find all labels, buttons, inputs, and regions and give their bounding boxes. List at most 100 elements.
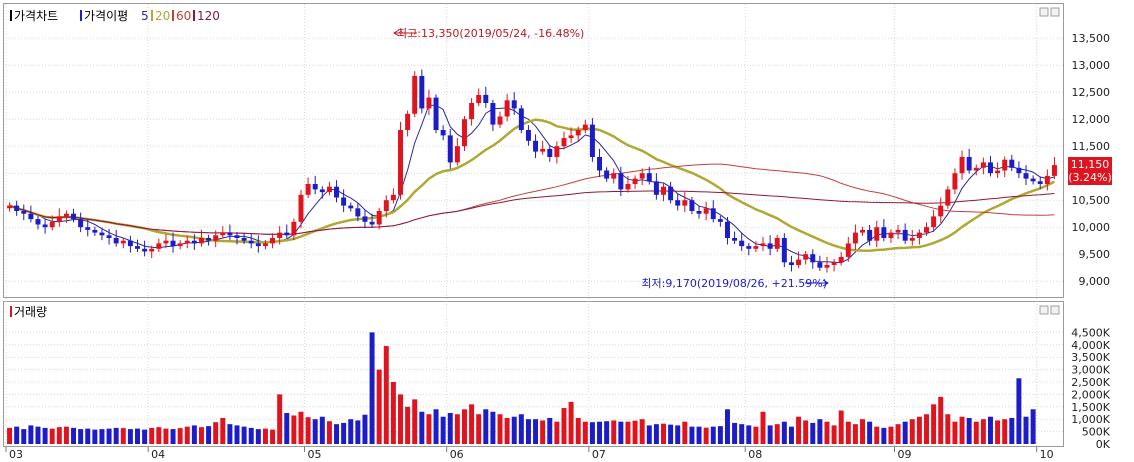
candle-body xyxy=(106,235,112,238)
volume-bar xyxy=(49,428,55,444)
candle-body xyxy=(305,184,311,195)
legend-marker-volume xyxy=(10,306,12,317)
candle-body xyxy=(206,238,212,241)
volume-bar xyxy=(746,425,752,444)
minimize-icon[interactable] xyxy=(1039,7,1049,17)
low-annotation: 최저:9,170(2019/08/26, +21.59%) xyxy=(641,277,827,290)
close-icon[interactable] xyxy=(1050,7,1060,17)
volume-bar xyxy=(270,429,276,444)
volume-bar xyxy=(1002,419,1008,444)
legend-ma-120: 120 xyxy=(197,9,220,23)
candle-body xyxy=(753,246,759,249)
volume-bar xyxy=(788,426,794,444)
candle-body xyxy=(881,227,887,238)
volume-bar xyxy=(355,420,361,444)
volume-bar xyxy=(85,428,91,444)
candle-body xyxy=(931,216,937,228)
ma-120-line xyxy=(9,190,1055,235)
volume-bar xyxy=(405,406,411,444)
price-tick-label: 11,500 xyxy=(1072,140,1111,153)
volume-bar xyxy=(177,428,183,444)
candle-body xyxy=(270,238,276,244)
candle-body xyxy=(874,227,880,241)
month-label: 06 xyxy=(450,448,464,461)
volume-bar xyxy=(845,421,851,444)
volume-bar xyxy=(284,413,290,444)
legend-ma-label: 가격이평 xyxy=(84,9,128,23)
volume-bar xyxy=(156,427,162,444)
candle-body xyxy=(120,240,126,244)
volume-bar xyxy=(142,429,148,444)
volume-bar xyxy=(682,421,688,444)
candle-body xyxy=(262,243,268,247)
volume-bar xyxy=(220,417,226,444)
price-legend[interactable]: 가격차트 가격이평 5 20 60 120 xyxy=(10,9,220,23)
candle-body xyxy=(597,157,603,171)
volume-bar xyxy=(781,421,787,444)
candle-body xyxy=(341,197,347,206)
candle-body xyxy=(142,248,148,252)
volume-bar xyxy=(326,421,332,444)
candle-body xyxy=(810,254,816,263)
month-label: 05 xyxy=(308,448,322,461)
candle-body xyxy=(547,148,553,157)
candle-body xyxy=(376,211,382,225)
candle-body xyxy=(703,208,709,214)
last-price-change: (3.24%) xyxy=(1068,171,1112,184)
legend-marker-ma20 xyxy=(151,10,153,21)
candle-body xyxy=(277,232,283,238)
candle-body xyxy=(980,162,986,168)
volume-bar xyxy=(952,421,958,444)
candle-body xyxy=(326,186,332,193)
candle-body xyxy=(362,216,368,222)
volume-bar xyxy=(803,420,809,444)
volume-bar xyxy=(852,424,858,444)
month-label: 09 xyxy=(898,448,912,461)
candle-body xyxy=(447,135,453,163)
candle-body xyxy=(369,221,375,225)
volume-bar xyxy=(639,419,645,444)
volume-bar xyxy=(732,422,738,444)
candle-body xyxy=(888,232,894,238)
candle-body xyxy=(582,124,588,130)
close-icon[interactable] xyxy=(1050,305,1060,315)
volume-legend[interactable]: 거래량 xyxy=(10,305,47,319)
volume-bar xyxy=(568,401,574,444)
candle-body xyxy=(454,146,460,163)
candle-body xyxy=(319,189,325,193)
candle-body xyxy=(469,103,475,120)
volume-bar xyxy=(945,414,951,444)
volume-bar xyxy=(888,426,894,444)
candle-body xyxy=(291,221,297,236)
month-label: 03 xyxy=(9,448,23,461)
volume-bar xyxy=(987,416,993,444)
minimize-icon[interactable] xyxy=(1039,305,1049,315)
candle-body xyxy=(383,200,389,211)
volume-bar xyxy=(618,421,624,444)
volume-bar xyxy=(668,424,674,444)
volume-tick-label: 4,000K xyxy=(1071,339,1110,352)
candle-body xyxy=(78,219,84,228)
candle-body xyxy=(518,108,524,130)
xaxis-area xyxy=(3,447,1064,462)
volume-bar xyxy=(838,410,844,444)
volume-bar xyxy=(632,420,638,444)
legend-marker-ma xyxy=(80,10,82,21)
volume-panel-buttons[interactable] xyxy=(1039,305,1060,315)
candle-body xyxy=(511,100,517,109)
candle-body xyxy=(966,157,972,171)
volume-bar xyxy=(824,421,830,444)
volume-bar xyxy=(924,414,929,444)
volume-bar xyxy=(959,416,965,444)
volume-bar xyxy=(348,419,354,444)
volume-bar xyxy=(980,419,986,444)
candle-body xyxy=(860,229,866,233)
candle-body xyxy=(334,186,340,198)
legend-marker-price xyxy=(10,10,12,21)
candle-body xyxy=(1037,181,1043,184)
volume-bar xyxy=(433,409,439,444)
volume-bar xyxy=(661,423,666,444)
price-panel-buttons[interactable] xyxy=(1039,7,1060,17)
volume-bar xyxy=(966,417,972,444)
legend-volume-label: 거래량 xyxy=(14,305,47,319)
